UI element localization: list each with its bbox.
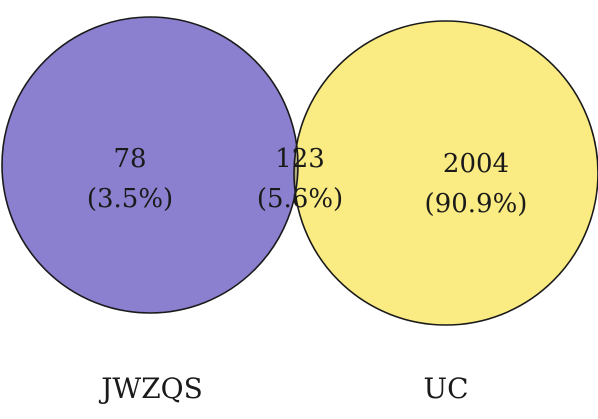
intersection-percent: (5.6%) xyxy=(257,184,343,214)
right-only-percent: (90.9%) xyxy=(425,189,528,219)
set-label-jwzqs: JWZQS xyxy=(98,372,203,405)
left-only-percent: (3.5%) xyxy=(87,184,173,214)
left-only-count: 78 xyxy=(113,144,146,174)
set-label-uc: UC xyxy=(423,372,468,405)
intersection-count: 123 xyxy=(275,144,325,174)
set-circle-jwzqs xyxy=(2,17,298,313)
right-only-count: 2004 xyxy=(443,149,509,179)
outline-jwzqs xyxy=(1,16,299,314)
set-circle-uc xyxy=(294,21,598,325)
outline-uc xyxy=(293,20,598,326)
